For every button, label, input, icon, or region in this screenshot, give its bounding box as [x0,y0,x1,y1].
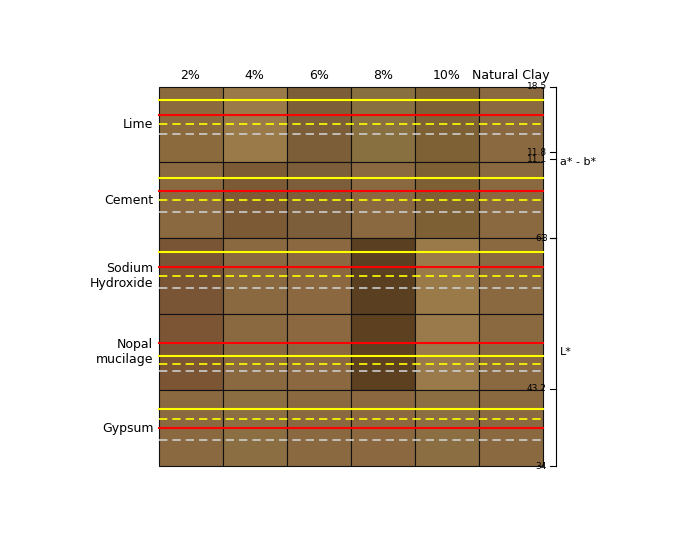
Bar [159,314,223,390]
Bar [350,163,415,238]
Bar [159,390,223,466]
Text: Cement: Cement [104,194,153,207]
Text: 11.8: 11.8 [527,148,547,157]
Bar [287,86,350,163]
Bar [223,390,287,466]
Bar [223,238,287,314]
Text: Lime: Lime [123,118,153,131]
Bar [415,314,479,390]
Bar [415,163,479,238]
Text: Nopal
mucilage: Nopal mucilage [96,338,153,366]
Text: Sodium
Hydroxide: Sodium Hydroxide [90,262,153,290]
Bar [479,238,543,314]
Text: 11.1: 11.1 [527,155,547,164]
Bar [223,163,287,238]
Text: Natural Clay: Natural Clay [472,69,549,82]
Bar [479,163,543,238]
Bar [350,86,415,163]
Bar [415,238,479,314]
Bar [159,163,223,238]
Bar [287,238,350,314]
Text: 61: 61 [536,234,547,243]
Text: 34: 34 [536,462,547,471]
Bar [159,86,223,163]
Bar [415,390,479,466]
Bar [223,86,287,163]
Bar [350,238,415,314]
Text: 3: 3 [541,234,547,243]
Text: a* - b*: a* - b* [560,157,596,167]
Bar [287,163,350,238]
Bar [415,86,479,163]
Bar [287,314,350,390]
Text: 4%: 4% [244,69,265,82]
Text: 43.2: 43.2 [527,384,547,393]
Bar [159,238,223,314]
Text: 2%: 2% [181,69,200,82]
Bar [479,86,543,163]
Bar [350,390,415,466]
Bar [479,390,543,466]
Text: 6%: 6% [309,69,329,82]
Text: Gypsum: Gypsum [102,422,153,435]
Bar [479,314,543,390]
Bar [287,390,350,466]
Text: 8%: 8% [373,69,392,82]
Bar [223,314,287,390]
Text: L*: L* [560,348,572,357]
Text: 18.5: 18.5 [527,82,547,91]
Bar [350,314,415,390]
Text: 10%: 10% [433,69,460,82]
